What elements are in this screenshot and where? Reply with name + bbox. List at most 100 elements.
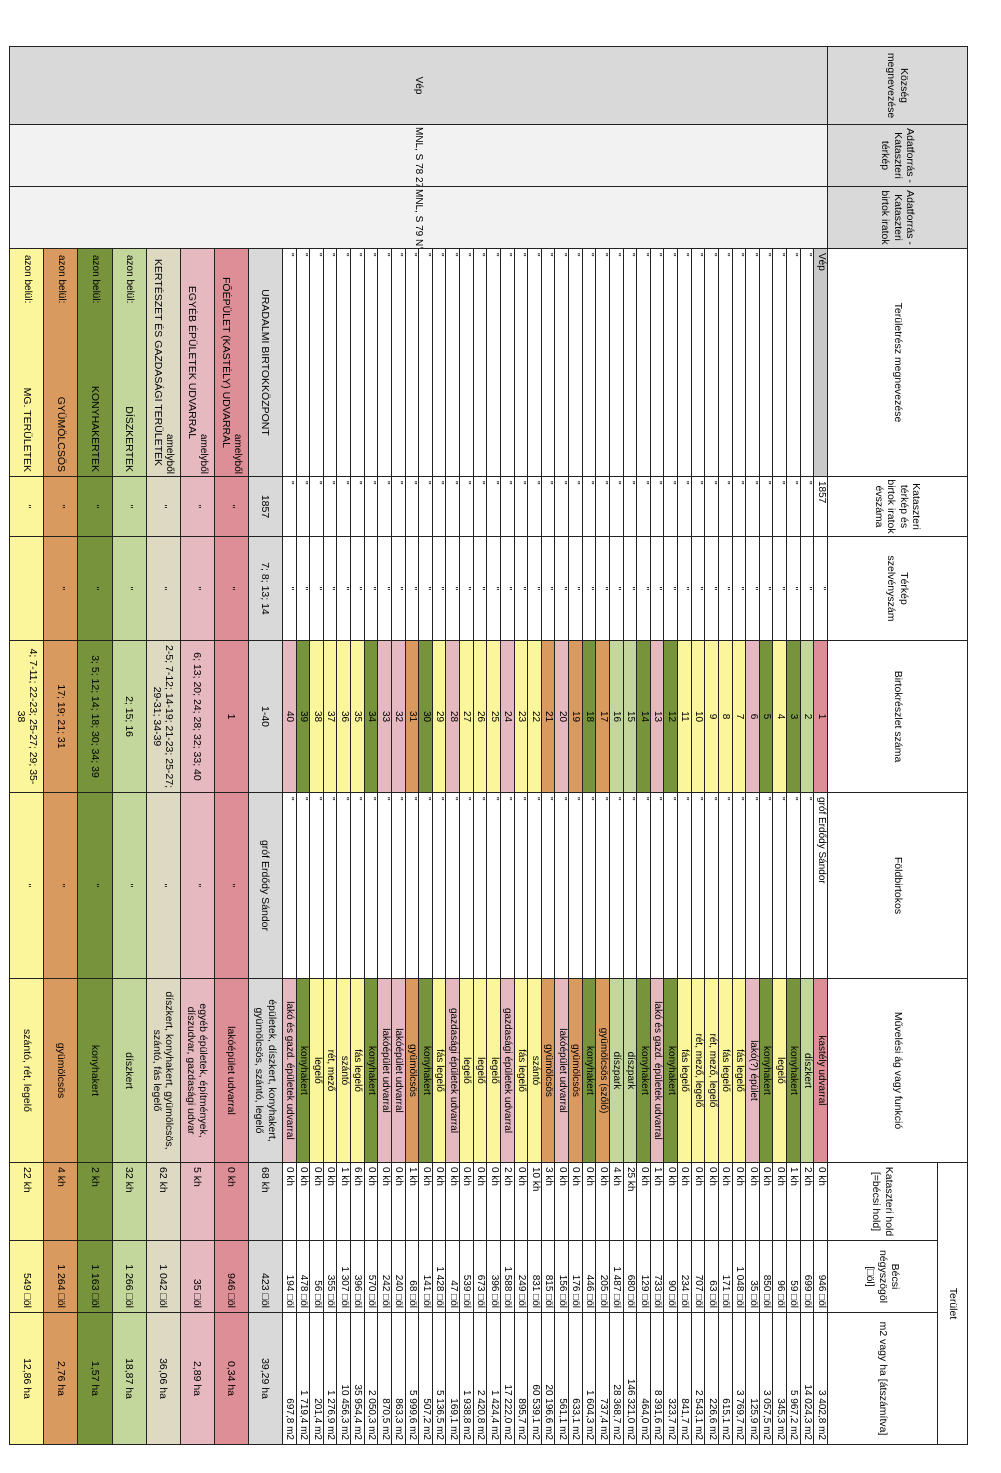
summary-tag: azon belül: — [21, 255, 33, 304]
table-row: " " " 20 " lakóépület udvarral 0 kh 156 □öl 561,… — [555, 47, 569, 1445]
summary-function: egyéb épületek, építmények, díszudvar, g… — [180, 978, 215, 1163]
year-cell: " — [282, 476, 297, 537]
year-cell: " — [568, 476, 583, 537]
summary-parcels: 6; 13; 20; 24; 28; 32; 33; 40 — [180, 640, 215, 793]
negyszogol-cell: 56 □öl — [309, 1240, 324, 1313]
owner-cell: " — [582, 792, 596, 979]
function-cell: díszkert — [800, 978, 814, 1163]
function-cell: konyhakert — [636, 978, 651, 1163]
owner-cell: " — [718, 792, 733, 979]
table-row: " " " 35 " fás legelő 6 kh 396 □öl 35 954,4 m2 — [350, 47, 365, 1445]
szelveny-cell: " — [786, 536, 801, 641]
year-cell: " — [718, 476, 733, 537]
negyszogol-cell: 446 □öl — [582, 1240, 596, 1313]
negyszogol-cell: 396 □öl — [350, 1240, 365, 1313]
negyszogol-cell: 90 □öl — [664, 1240, 678, 1313]
szelveny-cell: " — [609, 536, 624, 641]
summary-name-cell: amelyből EGYÉB ÉPÜLETEK UDVARRAL — [180, 248, 215, 477]
szelveny-cell: " — [527, 536, 542, 641]
year-cell: " — [500, 476, 515, 537]
part-name-cell: " — [636, 248, 651, 477]
owner-cell: " — [486, 792, 501, 979]
function-cell: konyhakert — [296, 978, 310, 1163]
function-cell: fás legelő — [350, 978, 365, 1163]
hold-cell: 0 kh — [282, 1162, 297, 1241]
summary-szelveny — [9, 536, 44, 641]
header-owner: Földbirtokos — [827, 792, 968, 979]
table-row: " " " 26 " legelő 0 kh 673 □öl 2 420,8 m2 — [473, 47, 487, 1445]
m2-cell: 14 024,3 m2 — [800, 1312, 814, 1445]
year-cell: " — [296, 476, 310, 537]
m2-cell: 28 368,7 m2 — [609, 1312, 624, 1445]
szelveny-cell: " — [391, 536, 406, 641]
year-cell: " — [486, 476, 501, 537]
header-function: Művelési ág vagy funkció — [827, 978, 968, 1163]
part-name-cell: " — [650, 248, 664, 477]
m2-cell: 125,9 m2 — [745, 1312, 760, 1445]
summary-owner: " — [146, 792, 181, 979]
negyszogol-cell: 240 □öl — [391, 1240, 406, 1313]
table-row: " " " 5 " konyhakert 0 kh 850 □öl 3 057,5 m2 — [759, 47, 773, 1445]
hold-cell: 0 kh — [514, 1162, 528, 1241]
function-cell: lakóépület udvarral — [555, 978, 569, 1163]
summary-year: " — [180, 476, 215, 537]
function-cell: lakóépület udvarral — [377, 978, 392, 1163]
owner-cell: " — [391, 792, 406, 979]
summary-negyszogol: 1 264 □öl — [43, 1240, 78, 1313]
szelveny-cell: " — [432, 536, 446, 641]
owner-cell: " — [732, 792, 746, 979]
summary-area: 39,29 ha — [248, 1312, 283, 1445]
hold-cell: 0 kh — [773, 1162, 787, 1241]
part-name-cell: " — [309, 248, 324, 477]
szelveny-cell: " — [582, 536, 596, 641]
szelveny-cell: " — [555, 536, 569, 641]
owner-cell: " — [650, 792, 664, 979]
year-cell: " — [636, 476, 651, 537]
year-cell: " — [541, 476, 555, 537]
szelveny-cell: " — [813, 536, 828, 641]
negyszogol-cell: 539 □öl — [459, 1240, 474, 1313]
part-name-cell: " — [773, 248, 787, 477]
m2-cell: 2 050,3 m2 — [364, 1312, 378, 1445]
parcel-number: 23 — [514, 640, 528, 793]
table-row: " " " 28 " gazdasági épületek udvarral 0 kh 47 … — [446, 47, 460, 1445]
header-source-docs: Adatforrás - Kataszteri birtok iratok — [827, 186, 968, 249]
year-cell: " — [323, 476, 337, 537]
m2-cell: 3 402,8 m2 — [813, 1312, 828, 1445]
year-cell: " — [704, 476, 719, 537]
part-name-cell: " — [555, 248, 569, 477]
szelveny-cell: " — [514, 536, 528, 641]
szelveny-cell: " — [773, 536, 787, 641]
table-row: " " " 36 " szántó 1 kh 1 307 □öl 10 456,3 m2 — [337, 47, 351, 1445]
hold-cell: 0 kh — [459, 1162, 474, 1241]
part-name-cell: " — [582, 248, 596, 477]
hold-cell: 0 kh — [418, 1162, 433, 1241]
function-cell: fás legelő — [514, 978, 528, 1163]
table-row: " " " 9 " rét, mező, legelő 0 kh 63 □öl 226,6 m2 — [704, 47, 719, 1445]
summary-tag: azon belül: — [89, 255, 101, 304]
parcel-number: 28 — [446, 640, 460, 793]
m2-cell: 1 604,3 m2 — [582, 1312, 596, 1445]
part-name-cell: " — [282, 248, 297, 477]
function-cell: konyhakert — [786, 978, 801, 1163]
table-row: " " " 3 " konyhakert 1 kh 59 □öl 5 967,2 m2 — [786, 47, 801, 1445]
parcel-number: 40 — [282, 640, 297, 793]
summary-owner: " — [214, 792, 249, 979]
year-cell: " — [405, 476, 419, 537]
owner-cell: " — [377, 792, 392, 979]
owner-cell: " — [418, 792, 433, 979]
negyszogol-cell: 850 □öl — [759, 1240, 773, 1313]
function-cell: gyümölcsös — [568, 978, 583, 1163]
year-cell: " — [745, 476, 760, 537]
year-cell: " — [432, 476, 446, 537]
summary-row: amelyből EGYÉB ÉPÜLETEK UDVARRAL " " 6; 13; … — [180, 47, 215, 1445]
hold-cell: 2 kh — [500, 1162, 515, 1241]
m2-cell: 863,3 m2 — [391, 1312, 406, 1445]
summary-row: azon belül: MG. TERÜLETEK " 4; 7-11; 22-23;… — [9, 47, 44, 1445]
m2-cell: 2 543,1 m2 — [691, 1312, 705, 1445]
szelveny-cell: " — [459, 536, 474, 641]
function-cell: gazdasági épületek udvarral — [500, 978, 515, 1163]
szelveny-cell: " — [636, 536, 651, 641]
owner-cell: " — [541, 792, 555, 979]
negyszogol-cell: 815 □öl — [541, 1240, 555, 1313]
